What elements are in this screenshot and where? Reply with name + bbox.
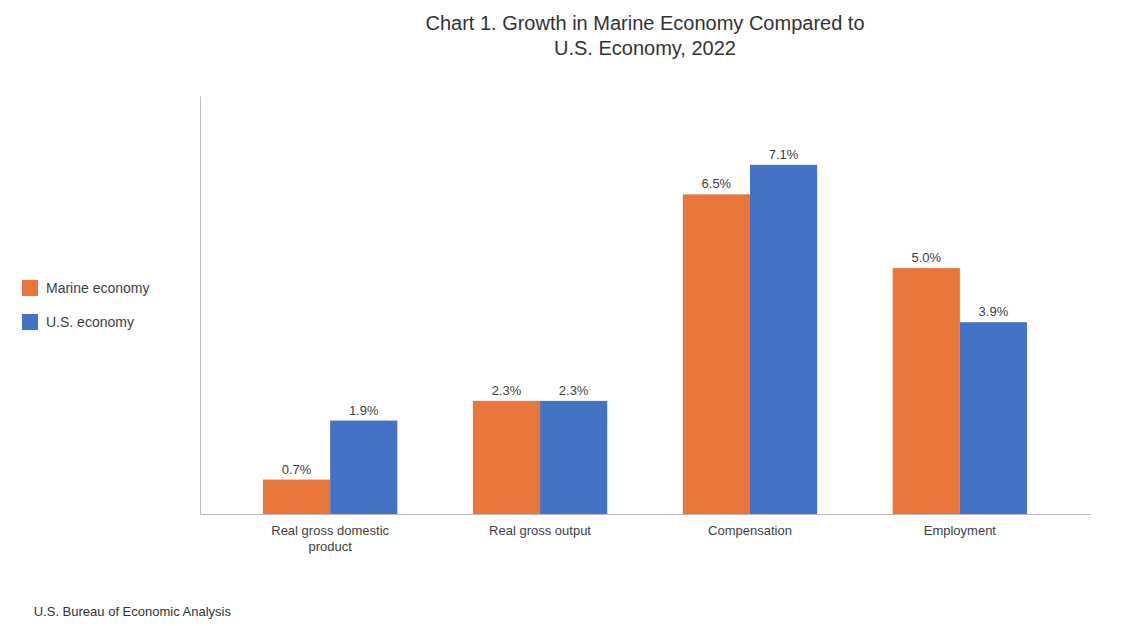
- data-label: 7.1%: [769, 147, 799, 162]
- x-tick-label: Employment: [924, 523, 997, 538]
- bar: [473, 401, 540, 514]
- bar: [750, 165, 817, 514]
- data-label: 5.0%: [911, 250, 941, 265]
- x-tick-label-line: Compensation: [708, 523, 792, 538]
- x-tick: Real gross domesticproduct: [271, 523, 389, 554]
- legend-swatch: [22, 280, 38, 296]
- title-line: U.S. Economy, 2022: [554, 37, 736, 59]
- x-tick: Real gross output: [489, 523, 591, 538]
- x-tick-label-line: Real gross domestic: [271, 523, 389, 538]
- x-tick-label: Real gross domesticproduct: [271, 523, 389, 554]
- y-axis-line: [200, 97, 201, 515]
- data-label: 2.3%: [559, 383, 589, 398]
- x-tick-label: Real gross output: [489, 523, 591, 538]
- x-tick-label-line: Employment: [924, 523, 997, 538]
- data-label: 1.9%: [349, 403, 379, 418]
- x-tick: Compensation: [708, 523, 792, 538]
- x-tick-label-line: Real gross output: [489, 523, 591, 538]
- bar: [540, 401, 607, 514]
- bar: [960, 322, 1027, 514]
- bar: [263, 480, 330, 514]
- data-label: 0.7%: [282, 462, 312, 477]
- legend-item: Marine economy: [22, 280, 150, 296]
- data-label: 2.3%: [492, 383, 522, 398]
- bar-series: [263, 194, 960, 514]
- legend-label: U.S. economy: [46, 314, 134, 330]
- title-line: Chart 1. Growth in Marine Economy Compar…: [425, 12, 864, 34]
- chart-svg: 0.7% 2.3% 6.5% 5.0% 1.9% 2.3% 7.1% 3.9% Real gro…: [0, 0, 1124, 626]
- chart-container: 0.7% 2.3% 6.5% 5.0% 1.9% 2.3% 7.1% 3.9% Real gro…: [0, 0, 1124, 626]
- y-axis: [200, 97, 201, 515]
- data-label: 6.5%: [702, 176, 732, 191]
- legend-label: Marine economy: [46, 280, 150, 296]
- x-tick: Employment: [924, 523, 997, 538]
- bar: [683, 194, 750, 514]
- bar: [330, 421, 397, 514]
- legend: Marine economy U.S. economy: [22, 280, 150, 330]
- x-axis: Real gross domesticproduct Real gross out…: [201, 515, 1091, 554]
- x-axis-line: [201, 514, 1091, 515]
- data-label: 3.9%: [979, 304, 1009, 319]
- legend-item: U.S. economy: [22, 314, 134, 330]
- bar-series: [330, 165, 1027, 514]
- title: Chart 1. Growth in Marine Economy Compar…: [425, 12, 864, 59]
- bar: [893, 268, 960, 514]
- data-labels: 0.7% 2.3% 6.5% 5.0% 1.9% 2.3% 7.1% 3.9%: [282, 147, 1009, 477]
- x-tick-label-line: product: [308, 539, 352, 554]
- x-tick-label: Compensation: [708, 523, 792, 538]
- legend-swatch: [22, 314, 38, 330]
- plot-area: [263, 165, 1027, 514]
- footnote: U.S. Bureau of Economic Analysis: [34, 604, 232, 619]
